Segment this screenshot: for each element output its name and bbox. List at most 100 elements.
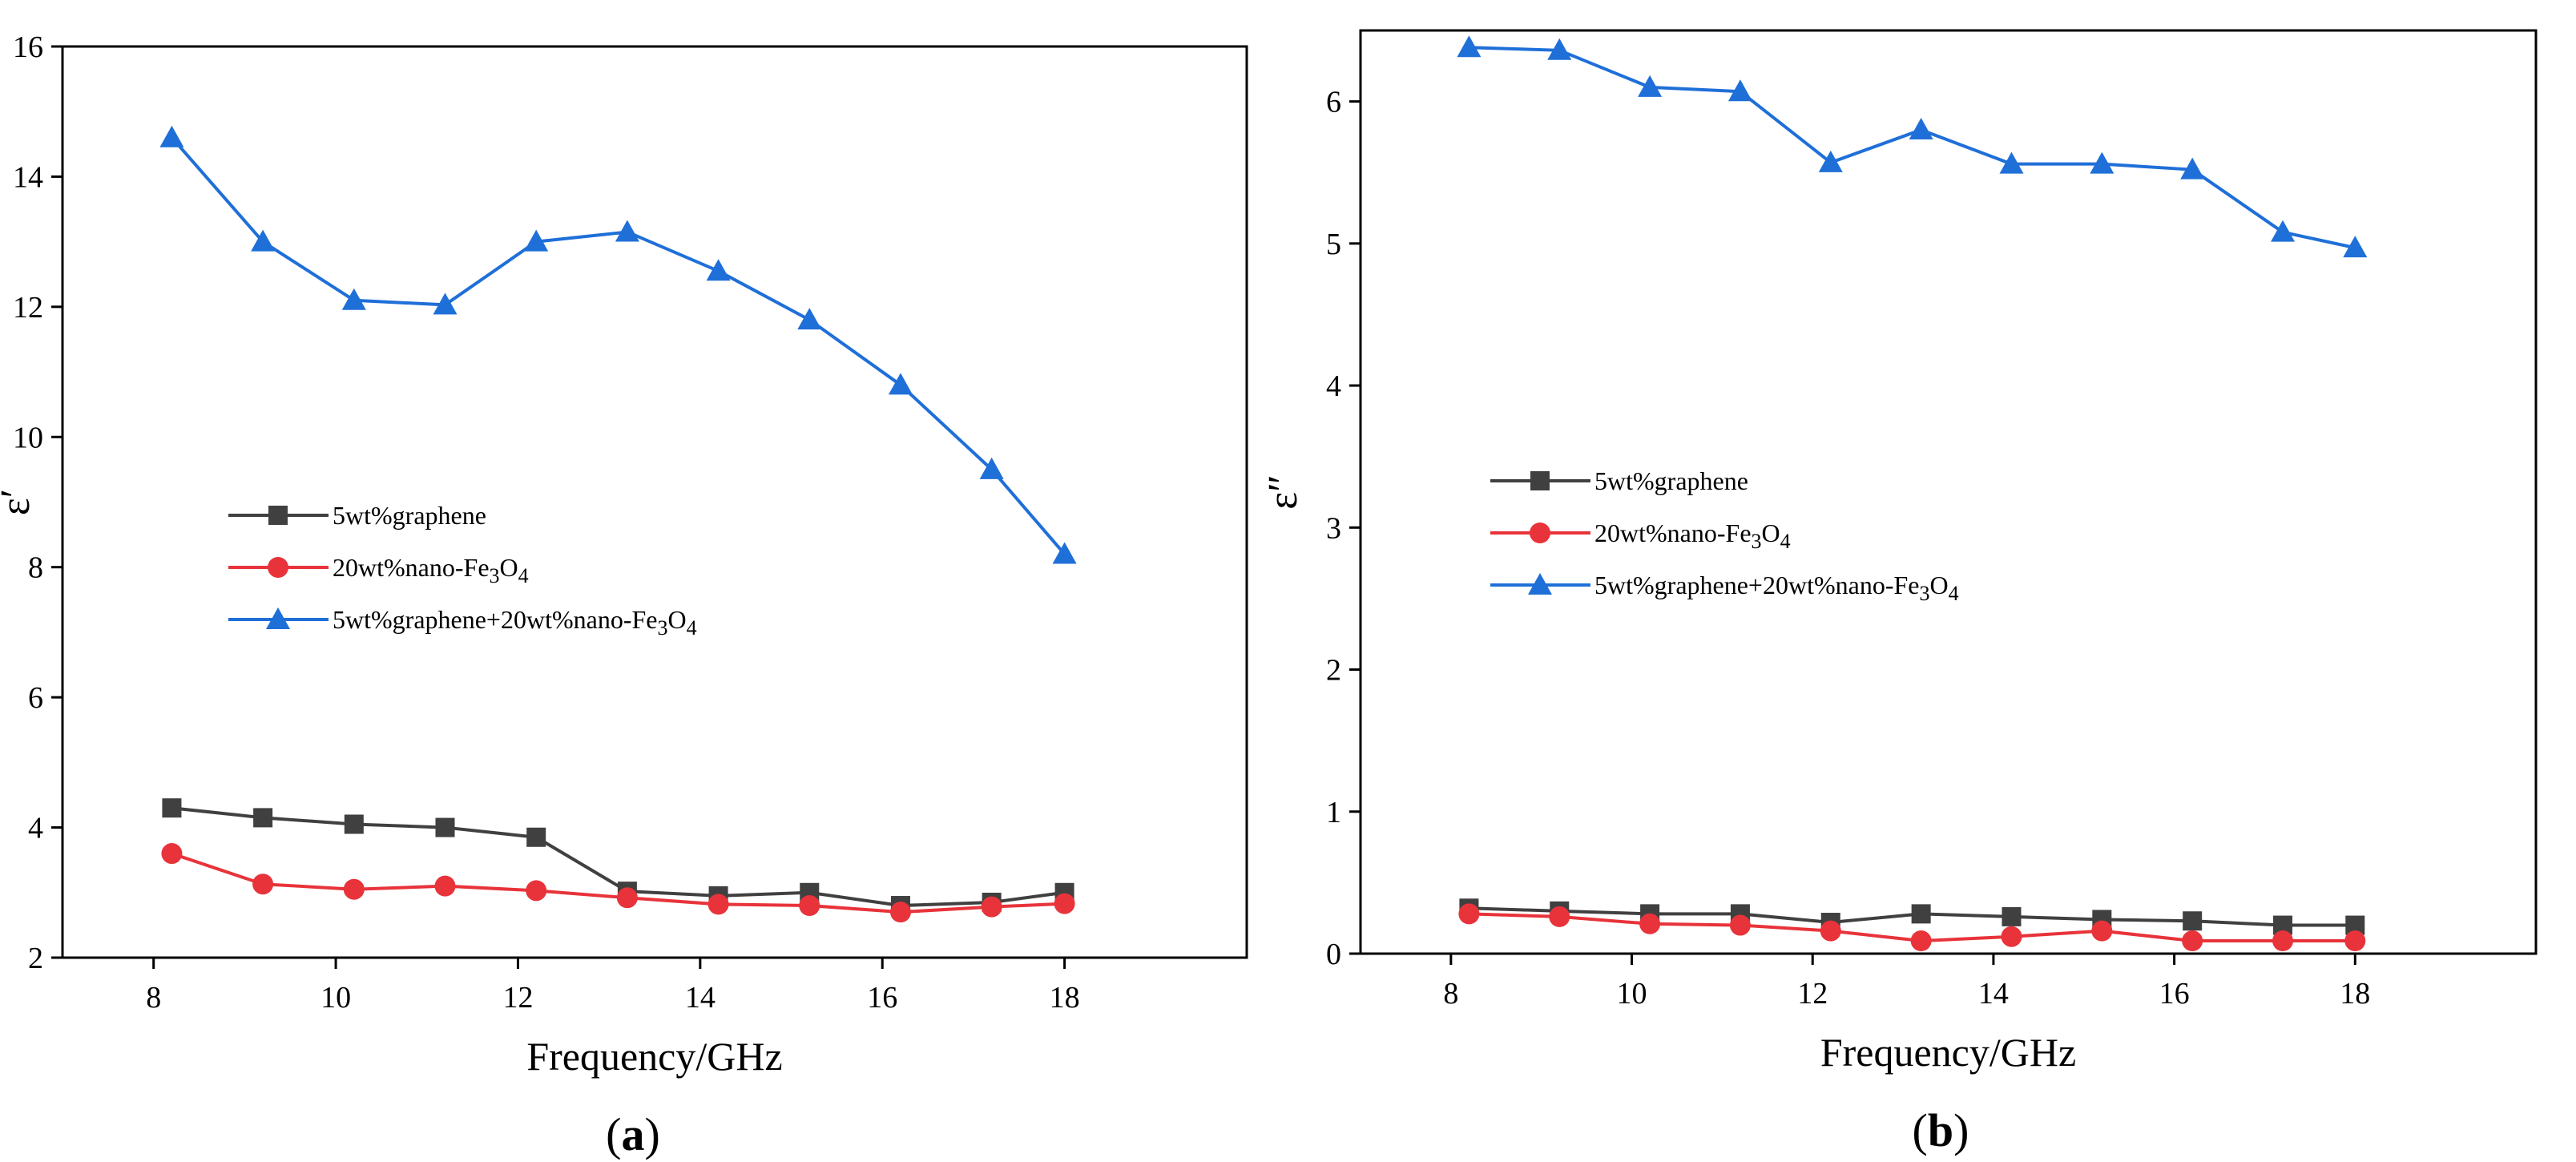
- y-tick-label: 2: [1326, 654, 1341, 688]
- data-point: [1547, 38, 1572, 60]
- data-point: [2344, 930, 2366, 952]
- data-point: [1457, 35, 1482, 58]
- plot-frame: [1359, 29, 2538, 955]
- legend-marker: [268, 557, 288, 578]
- data-point: [252, 874, 274, 895]
- data-point: [435, 817, 455, 837]
- x-tick-label: 18: [1050, 981, 1080, 1015]
- data-point: [253, 808, 273, 828]
- series-0: [1459, 898, 2365, 935]
- data-point: [2002, 906, 2022, 926]
- legend: 5wt%graphene 20wt%nano-Fe3​O4​ 5wt%graphen…: [228, 501, 697, 640]
- data-point: [2091, 920, 2113, 942]
- data-point: [251, 229, 276, 252]
- x-tick-label: 16: [867, 981, 897, 1015]
- y-tick-label: 14: [13, 160, 43, 194]
- x-tick-label: 18: [2340, 977, 2370, 1011]
- data-point: [2001, 926, 2022, 947]
- series-1: [1458, 903, 2366, 952]
- data-point: [433, 293, 458, 315]
- x-axis-title: Frequency/GHz: [1820, 1030, 2076, 1075]
- data-point: [981, 896, 1002, 918]
- data-point: [344, 814, 364, 834]
- y-tick-label: 0: [1326, 938, 1341, 971]
- y-tick-label: 1: [1326, 796, 1341, 829]
- y-tick-label: 4: [28, 812, 43, 845]
- data-point: [1549, 906, 1570, 927]
- data-point: [2183, 911, 2203, 931]
- legend: 5wt%graphene 20wt%nano-Fe3​O4​ 5wt%graphen…: [1490, 466, 1959, 605]
- data-point: [2090, 151, 2114, 174]
- data-point: [2182, 930, 2203, 952]
- legend-label: 20wt%nano-Fe3​O4​: [333, 553, 529, 587]
- y-axis-title: ε′: [0, 489, 38, 515]
- data-point: [341, 288, 366, 310]
- legend-label: 20wt%nano-Fe3​O4​: [1594, 518, 1791, 553]
- panel-a: 8 10 12 14 16 18 2 4 6 8 10 12 14 16 Frequency/GHz ε′ (a…: [0, 30, 1248, 1160]
- data-point: [799, 895, 820, 917]
- legend-label: 5wt%graphene: [333, 501, 486, 530]
- data-point: [1818, 150, 1843, 172]
- data-point: [2180, 157, 2205, 180]
- data-point: [1639, 913, 1661, 934]
- x-tick-label: 12: [1797, 977, 1828, 1011]
- x-tick-label: 8: [1443, 977, 1458, 1011]
- y-axis-title: ε″: [1260, 474, 1306, 510]
- data-point: [1727, 79, 1752, 102]
- x-tick-label: 8: [146, 981, 161, 1015]
- data-point: [707, 894, 729, 915]
- x-tick-label: 10: [1617, 977, 1647, 1011]
- data-point: [1999, 151, 2024, 174]
- data-point: [888, 373, 913, 395]
- panel-label: (b): [1913, 1104, 1969, 1156]
- data-point: [1820, 920, 1841, 942]
- data-point: [1054, 893, 1075, 914]
- data-point: [524, 229, 549, 252]
- x-tick-label: 14: [1978, 977, 2009, 1011]
- y-tick-label: 10: [13, 421, 43, 454]
- data-point: [526, 827, 546, 847]
- data-point: [615, 220, 639, 242]
- data-point: [2272, 930, 2294, 952]
- panel-label: (a): [606, 1108, 660, 1160]
- data-point: [1910, 930, 1932, 952]
- x-axis-title: Frequency/GHz: [526, 1034, 782, 1079]
- data-point: [797, 308, 822, 330]
- y-tick-label: 5: [1326, 228, 1341, 261]
- y-tick-label: 6: [28, 681, 43, 715]
- y-tick-label: 12: [13, 291, 43, 325]
- y-tick-label: 8: [28, 551, 43, 585]
- legend-marker: [266, 607, 290, 629]
- x-tick-label: 14: [685, 981, 716, 1015]
- data-point: [1052, 542, 1077, 564]
- y-tick-label: 16: [13, 30, 43, 64]
- data-point: [1729, 914, 1751, 936]
- data-point: [979, 457, 1004, 479]
- y-tick-label: 6: [1326, 86, 1341, 119]
- plot-frame: [61, 45, 1248, 959]
- legend-label: 5wt%graphene: [1594, 466, 1748, 495]
- data-point: [889, 902, 911, 923]
- x-tick-label: 16: [2159, 977, 2190, 1011]
- legend-marker: [268, 506, 288, 525]
- data-point: [1458, 903, 1480, 925]
- data-point: [434, 875, 456, 897]
- legend-marker: [1528, 573, 1552, 595]
- y-tick-label: 2: [28, 942, 43, 975]
- legend-label: 5wt%graphene+20wt%nano-Fe3​O4​: [333, 605, 697, 640]
- y-tick-label: 3: [1326, 511, 1341, 545]
- panel-b: 8 10 12 14 16 180123456Frequency/GHzε″(b)5wt%…: [1260, 29, 2538, 1156]
- data-point: [706, 259, 731, 281]
- series-2: [1457, 35, 2368, 258]
- x-tick-label: 10: [320, 981, 351, 1015]
- x-tick-label: 12: [502, 981, 533, 1015]
- series-2: [159, 125, 1077, 564]
- legend-marker: [1530, 471, 1550, 490]
- legend-label: 5wt%graphene+20wt%nano-Fe3​O4​: [1594, 571, 1959, 605]
- data-point: [2271, 220, 2296, 242]
- data-point: [343, 878, 365, 900]
- data-point: [159, 125, 184, 147]
- data-point: [1638, 75, 1663, 97]
- series-line: [1469, 46, 2356, 250]
